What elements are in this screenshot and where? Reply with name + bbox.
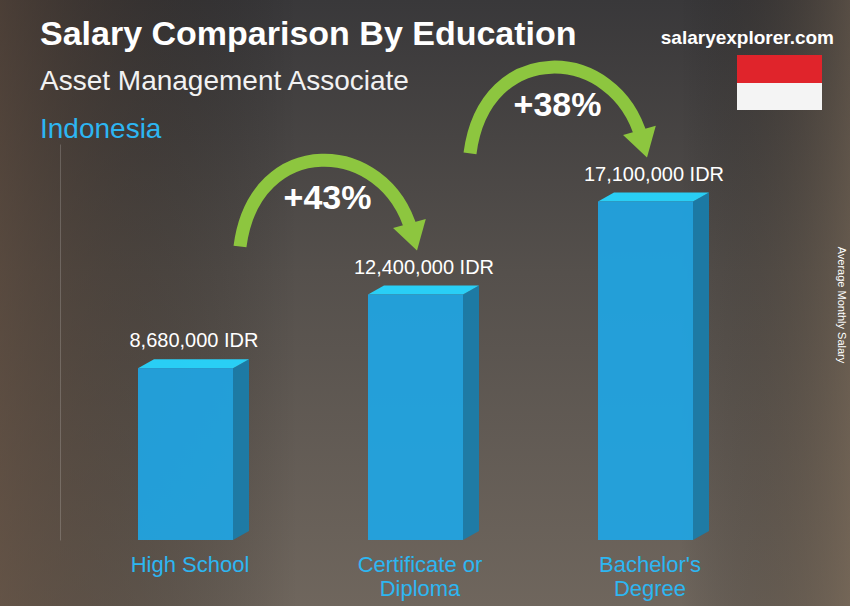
bar-top: [138, 359, 249, 368]
background: [0, 0, 850, 606]
data-label: 8,680,000 IDR: [130, 329, 259, 351]
x-tick-label: Bachelor'sDegree: [599, 552, 701, 601]
x-tick-label: Certificate orDiploma: [358, 552, 483, 601]
background-shade: [0, 0, 850, 606]
x-tick-label: High School: [131, 552, 250, 577]
arrow-head: [623, 126, 656, 158]
y-axis: [60, 145, 61, 541]
x-axis: High School Certificate orDiploma Bachelor…: [76, 552, 766, 601]
title: Salary Comparison By Education: [40, 14, 577, 52]
annotation: +43%: [284, 178, 372, 216]
x-tick: High School: [131, 552, 250, 577]
annotation: +38%: [514, 85, 602, 123]
chart-svg: 8,680,000 IDR 12,400,000 IDR 17,100,000 ID…: [0, 0, 850, 606]
bar: [138, 368, 233, 540]
x-tick: Certificate orDiploma: [358, 552, 483, 601]
x-tick-label-line: Diploma: [380, 576, 461, 601]
bar-side: [233, 359, 249, 540]
flag: [737, 55, 822, 110]
data-label: 17,100,000 IDR: [584, 163, 724, 185]
location: Indonesia: [40, 113, 162, 144]
bar: [598, 201, 693, 540]
x-tick-label-line: Bachelor's: [599, 552, 701, 577]
x-tick: Bachelor'sDegree: [599, 552, 701, 601]
x-tick-label-line: High School: [131, 552, 250, 577]
bar: [368, 294, 463, 540]
source: salaryexplorer.com: [661, 27, 834, 48]
arrow-head: [393, 219, 426, 251]
bar-top: [598, 192, 709, 201]
data-labels: 8,680,000 IDR 12,400,000 IDR 17,100,000 ID…: [130, 163, 725, 352]
y-axis-line: [60, 145, 61, 541]
y-axis-title: Average Monthly Salary: [836, 247, 848, 364]
flag-white: [737, 83, 822, 110]
bar-top: [368, 285, 479, 294]
flag-red: [737, 55, 822, 83]
data-label: 12,400,000 IDR: [354, 256, 494, 278]
bar-side: [693, 192, 709, 540]
subtitle: Asset Management Associate: [40, 65, 409, 96]
arrow-body: [470, 67, 642, 153]
bars: [138, 192, 709, 540]
arrow-body: [240, 160, 412, 246]
x-tick-label-line: Certificate or: [358, 552, 483, 577]
bar-side: [463, 285, 479, 540]
x-tick-label-line: Degree: [614, 576, 686, 601]
